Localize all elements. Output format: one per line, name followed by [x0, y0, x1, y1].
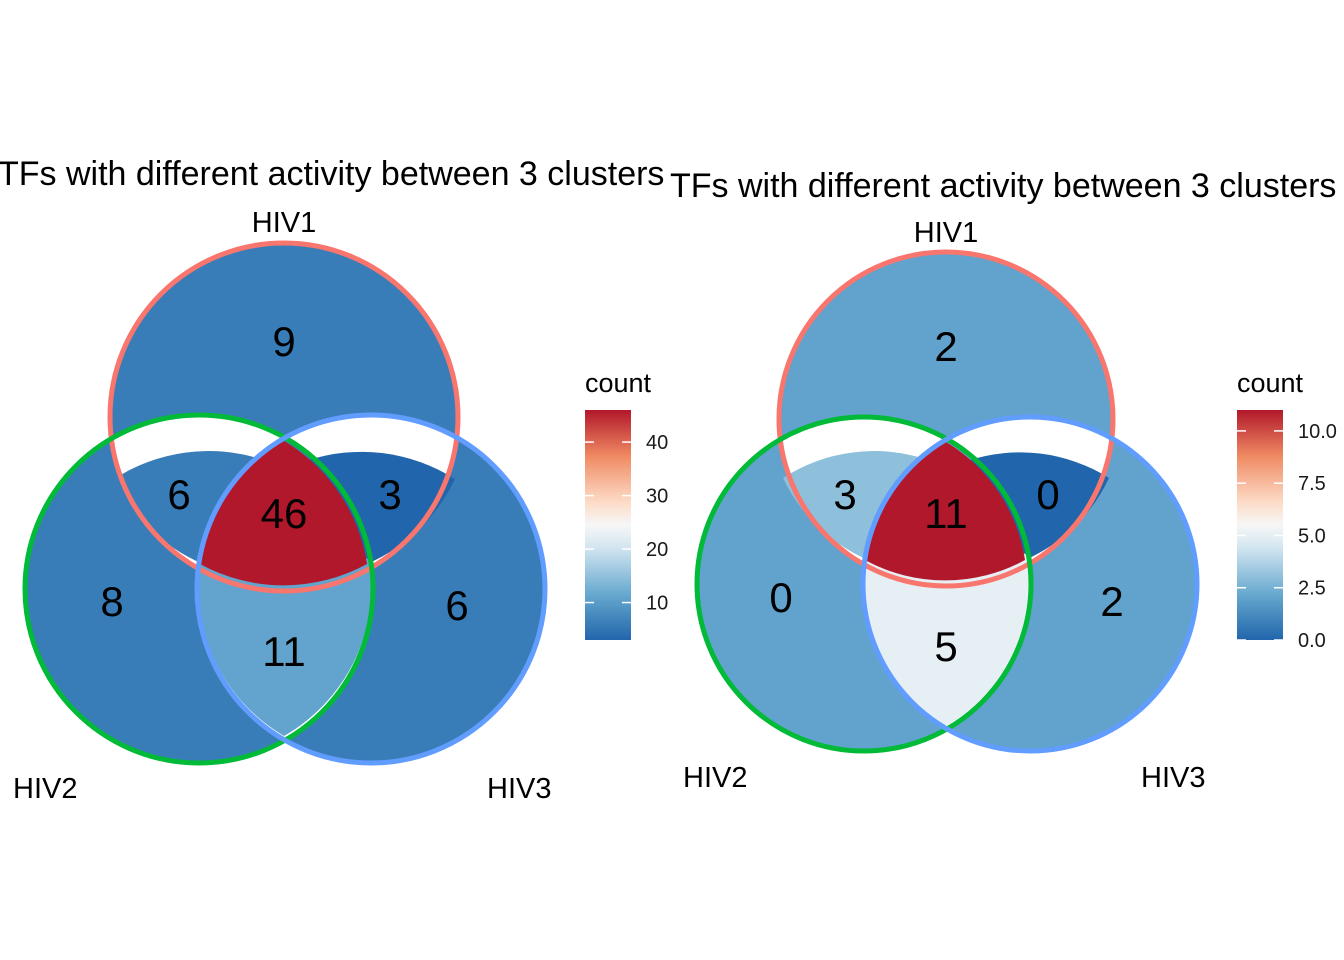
panel-title: TFs with different activity between 3 cl… — [670, 167, 1336, 205]
legend-tick-label: 10.0 — [1298, 421, 1337, 443]
legend-tick-label: 40 — [646, 432, 668, 454]
legend-tick-label: 10 — [646, 593, 668, 615]
set-label-hiv1: HIV1 — [914, 217, 978, 249]
set-label-hiv3: HIV3 — [1141, 762, 1205, 794]
count-hiv2-hiv3: 11 — [262, 628, 306, 675]
set-labels: HIV1 HIV2 HIV3 — [683, 217, 1205, 794]
set-outline-hiv1 — [107, 240, 461, 594]
region-hiv1-hiv2-hiv3 — [200, 441, 367, 586]
set-outline-hiv3 — [860, 414, 1200, 754]
count-hiv1-hiv2-hiv3: 46 — [261, 490, 308, 537]
legend-ticks: 0.0 2.5 5.0 7.5 10.0 — [1237, 421, 1337, 652]
legend-tick-label: 0.0 — [1298, 630, 1326, 652]
count-hiv1-hiv3: 3 — [378, 471, 401, 518]
legend-title: count — [1237, 368, 1304, 398]
venn-regions — [25, 242, 545, 764]
count-hiv1-only: 9 — [272, 318, 295, 365]
legend-colorbar — [1237, 410, 1283, 640]
venn-panel-1: TFs with different activity between 3 cl… — [0, 155, 668, 805]
region-count-labels: 9 6 46 3 8 6 11 — [100, 318, 468, 675]
legend-tick-label: 5.0 — [1298, 525, 1326, 547]
legend-tick-label: 2.5 — [1298, 578, 1326, 600]
set-labels: HIV1 HIV2 HIV3 — [13, 207, 551, 805]
legend-title: count — [585, 368, 652, 398]
count-hiv1-only: 2 — [934, 323, 957, 370]
count-hiv2-hiv3: 5 — [934, 623, 957, 670]
count-hiv3-only: 2 — [1100, 578, 1123, 625]
set-outline-hiv2 — [694, 414, 1034, 754]
count-hiv2-only: 0 — [769, 574, 792, 621]
legend-colorbar — [585, 410, 631, 640]
region-count-labels: 2 3 11 0 0 2 5 — [769, 323, 1123, 670]
legend-ticks: 10 20 30 40 — [585, 432, 668, 615]
set-label-hiv1: HIV1 — [252, 207, 316, 239]
venn-set-outlines — [694, 249, 1200, 754]
legend-tick-label: 7.5 — [1298, 473, 1326, 495]
color-legend: count 0.0 2.5 5.0 7.5 10.0 — [1237, 368, 1337, 652]
set-outline-hiv3 — [194, 412, 548, 766]
count-hiv1-hiv3: 0 — [1036, 471, 1059, 518]
count-hiv2-only: 8 — [100, 578, 123, 625]
count-hiv3-only: 6 — [445, 582, 468, 629]
set-label-hiv2: HIV2 — [13, 773, 77, 805]
set-label-hiv3: HIV3 — [487, 773, 551, 805]
count-hiv1-hiv2: 3 — [833, 471, 856, 518]
set-outline-hiv1 — [776, 249, 1116, 589]
set-label-hiv2: HIV2 — [683, 762, 747, 794]
legend-tick-label: 20 — [646, 539, 668, 561]
color-legend: count 10 20 30 40 — [585, 368, 668, 640]
panel-title: TFs with different activity between 3 cl… — [0, 155, 664, 193]
count-hiv1-hiv2-hiv3: 11 — [924, 490, 968, 537]
venn-set-outlines — [22, 240, 548, 766]
set-outline-hiv2 — [22, 412, 376, 766]
venn-regions — [697, 252, 1197, 751]
count-hiv1-hiv2: 6 — [167, 471, 190, 518]
venn-panel-2: TFs with different activity between 3 cl… — [670, 167, 1337, 794]
legend-tick-label: 30 — [646, 486, 668, 508]
